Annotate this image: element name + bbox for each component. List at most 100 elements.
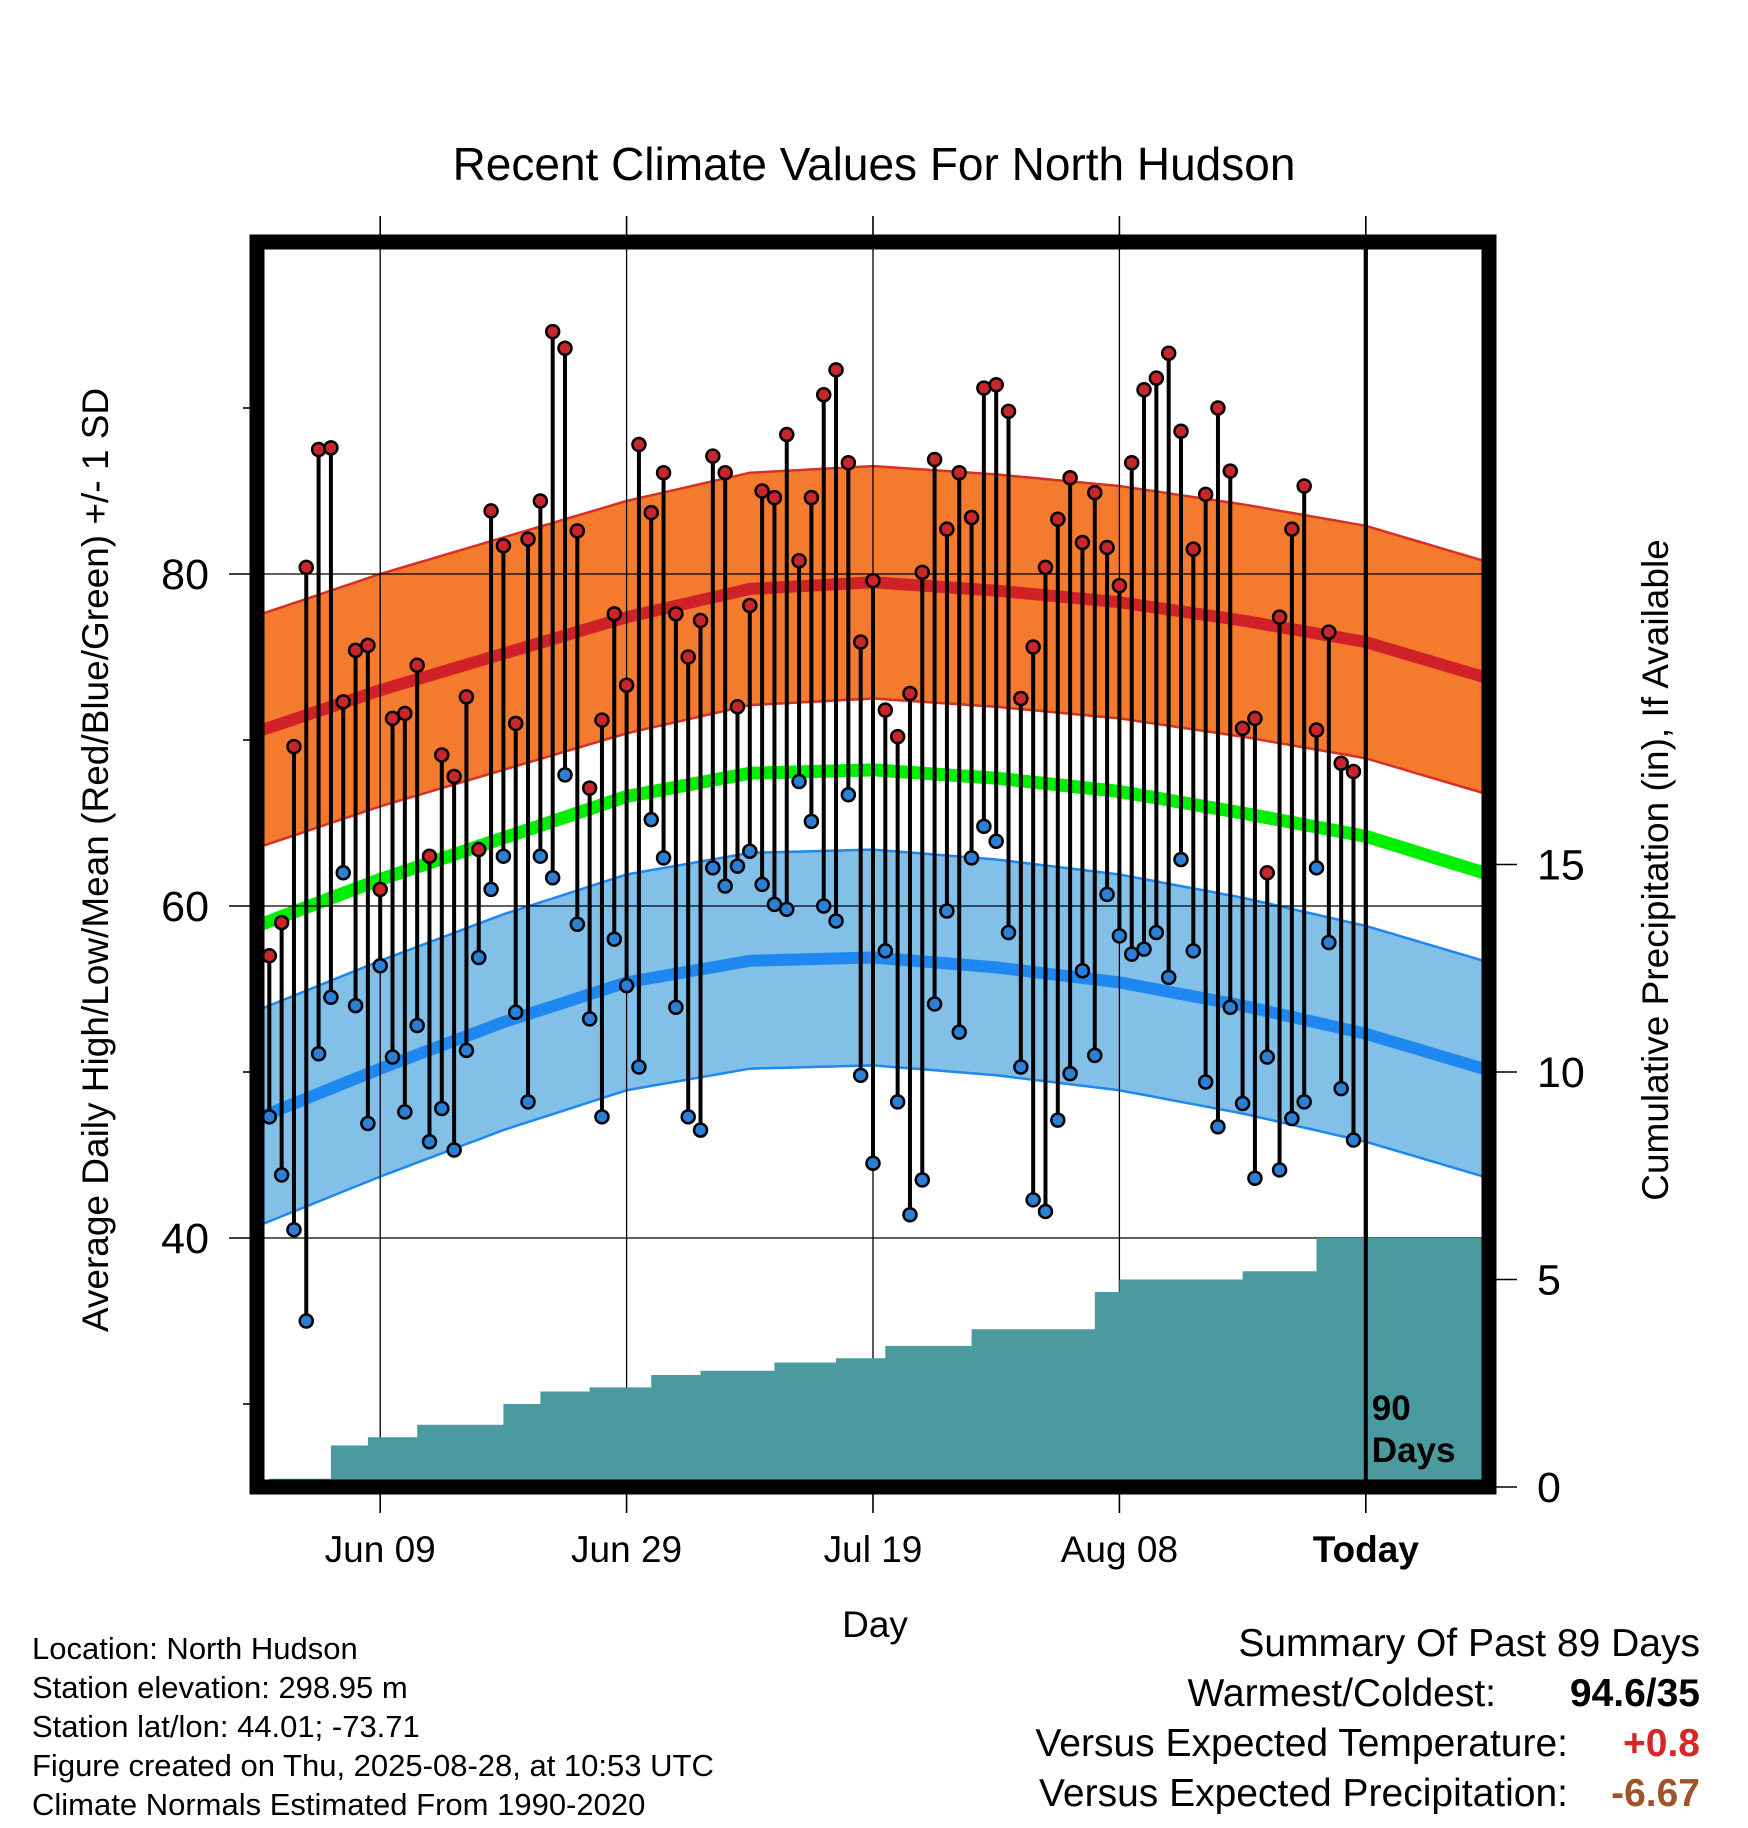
y2-tick-label: 5 [1537,1257,1561,1305]
y-tick-label: 80 [161,551,209,599]
y2-tick-label: 15 [1537,842,1585,890]
daily-low-point [766,896,783,913]
daily-high-point [655,464,672,481]
daily-high-point [1345,763,1362,780]
daily-low-point [446,1142,462,1158]
daily-high-point [914,564,931,581]
daily-high-point [507,715,524,732]
daily-high-point [951,464,967,481]
daily-high-point [680,649,696,665]
daily-low-point [606,931,623,947]
daily-high-point [1222,463,1239,479]
window-label-line-2: Days [1372,1431,1456,1470]
daily-low-point [1284,1110,1300,1127]
daily-high-point [791,552,807,569]
daily-low-point [815,898,832,914]
daily-low-point [1123,946,1140,962]
daily-high-point [1087,484,1103,501]
info-created: Figure created on Thu, 2025-08-28, at 10… [32,1748,714,1783]
daily-low-point [532,848,549,864]
daily-high-point [360,637,376,654]
x-tick-label: Today [1313,1529,1420,1570]
daily-low-point [495,848,512,864]
daily-high-point [877,702,894,718]
daily-high-point [1333,755,1349,771]
daily-low-point [951,1024,967,1040]
daily-low-point [298,1313,315,1329]
daily-low-point [1062,1065,1078,1082]
daily-low-point [323,989,339,1006]
daily-low-point [471,949,487,966]
daily-low-point [581,1011,598,1027]
daily-high-point [1050,511,1066,527]
daily-low-point [1111,928,1128,944]
y2-axis-label: Cumulative Precipitation (in), If Availa… [1635,539,1676,1201]
daily-low-point [347,997,364,1014]
summary-warmest-label: Warmest/Coldest: [1188,1672,1496,1715]
daily-high-point [594,712,610,728]
daily-high-point [865,572,881,589]
x-tick-label: Aug 08 [1061,1529,1178,1570]
daily-high-point [779,426,795,443]
daily-low-point [384,1049,401,1065]
daily-low-point [1185,943,1202,959]
daily-low-point [914,1172,931,1188]
daily-high-point [803,489,820,506]
daily-high-point [1037,559,1054,576]
daily-low-point [988,833,1004,850]
daily-low-point [877,943,894,959]
daily-low-point [729,858,746,874]
daily-high-point [926,451,943,468]
x-tick-label: Jun 09 [325,1529,436,1570]
daily-high-point [1062,469,1078,486]
daily-low-point [372,958,388,974]
daily-low-point [397,1104,413,1120]
daily-low-point [631,1059,647,1075]
daily-high-point [939,521,955,537]
daily-low-point [1099,886,1115,903]
daily-low-point [483,881,499,898]
daily-low-point [889,1094,906,1110]
daily-low-point [1000,924,1017,941]
daily-high-point [742,597,758,614]
daily-high-point [347,642,364,659]
daily-low-point [1234,1095,1251,1112]
daily-high-point [1074,534,1091,551]
info-latlon: Station lat/lon: 44.01; -73.71 [32,1709,420,1744]
station-info: Location: North Hudson Station elevation… [32,1631,714,1822]
daily-high-point [273,914,290,931]
daily-high-point [963,509,980,526]
daily-high-point [889,728,906,745]
y2-tick-label: 0 [1537,1464,1561,1512]
daily-high-point [1000,403,1017,420]
daily-high-point [852,634,869,650]
daily-low-point [1247,1170,1263,1186]
daily-high-point [532,493,549,509]
daily-high-point [668,606,684,622]
summary-title: Summary Of Past 89 Days [1238,1622,1700,1665]
daily-high-point [520,531,536,547]
x-tick-label: Jul 19 [824,1529,923,1570]
daily-low-point [458,1042,475,1059]
daily-low-point [594,1109,610,1125]
daily-high-point [557,340,573,356]
daily-low-point [273,1167,290,1183]
daily-low-point [692,1122,709,1138]
daily-low-point [1160,969,1177,986]
x-axis-label: Day [842,1604,908,1645]
daily-high-point [471,841,487,858]
daily-high-point [1185,541,1202,557]
daily-low-point [1222,999,1239,1016]
daily-high-point [286,738,302,755]
daily-low-point [569,916,586,933]
daily-low-point [902,1207,918,1223]
daily-low-point [557,767,573,783]
daily-low-point [1136,941,1152,957]
daily-low-point [705,860,721,876]
daily-high-point [705,448,721,464]
daily-high-point [323,440,339,456]
daily-low-point [828,913,844,929]
daily-low-point [507,1004,524,1020]
daily-high-point [828,362,844,378]
